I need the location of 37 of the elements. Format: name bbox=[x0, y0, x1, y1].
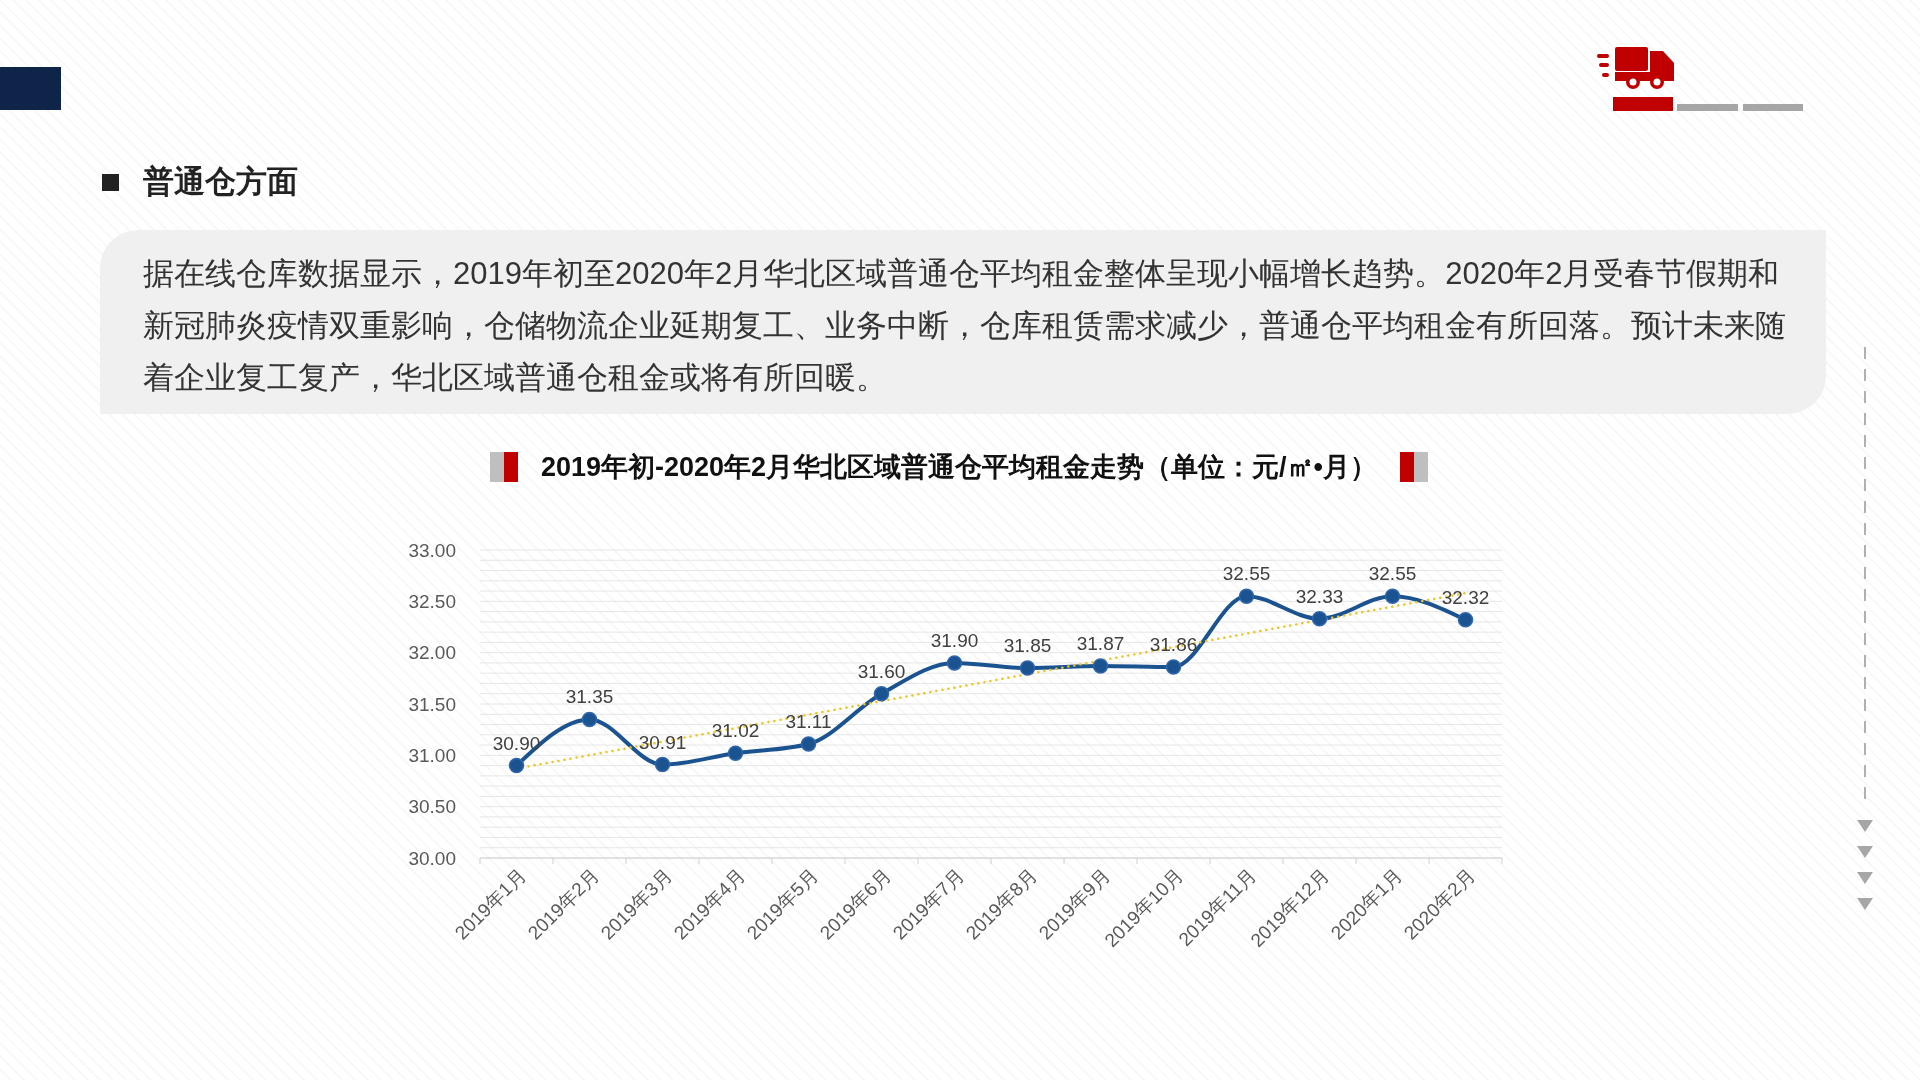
data-label: 31.90 bbox=[930, 629, 979, 651]
y-tick-label: 32.00 bbox=[408, 642, 456, 664]
point bbox=[1238, 588, 1255, 604]
data-label: 31.87 bbox=[1076, 633, 1125, 655]
point bbox=[800, 736, 817, 752]
data-label: 32.55 bbox=[1222, 563, 1271, 585]
point bbox=[727, 745, 744, 762]
point bbox=[1384, 588, 1401, 604]
y-tick-label: 30.50 bbox=[408, 796, 456, 818]
point bbox=[654, 756, 671, 773]
data-label: 32.32 bbox=[1441, 586, 1490, 608]
point bbox=[1311, 611, 1328, 627]
data-label: 32.33 bbox=[1295, 585, 1344, 607]
point bbox=[1457, 612, 1474, 628]
point bbox=[508, 757, 525, 774]
y-tick-label: 30.00 bbox=[408, 847, 456, 869]
data-label: 31.60 bbox=[857, 660, 906, 682]
y-tick-label: 31.00 bbox=[408, 745, 456, 767]
point bbox=[581, 711, 598, 728]
point bbox=[1019, 660, 1036, 676]
point bbox=[1165, 659, 1182, 675]
text-panel: 据在线仓库数据显示，2019年初至2020年2月华北区域普通仓平均租金整体呈现小幅增长趋势。2020年2月受春节假期和新冠肺炎疫情双重影响，仓储物流企业延期复工、业务中断，仓库租赁需求减少，普通仓平均租金有所回落。预计未来随着企业复工复产，华北区域普通仓租金或将有所回暖。 bbox=[100, 230, 1826, 414]
text: 普通仓方面 bbox=[143, 163, 298, 201]
data-label: 31.35 bbox=[565, 686, 614, 708]
data-label: 31.85 bbox=[1003, 635, 1052, 657]
y-tick-label: 31.50 bbox=[408, 693, 456, 715]
point bbox=[946, 655, 963, 671]
data-label: 31.11 bbox=[785, 711, 832, 733]
chart-title: 2019年初-2020年2月华北区域普通仓平均租金走势（单位：元/㎡•月） bbox=[540, 451, 1378, 484]
data-label: 31.02 bbox=[711, 720, 760, 742]
y-tick-label: 32.50 bbox=[408, 591, 456, 613]
point bbox=[873, 685, 890, 702]
data-label: 32.55 bbox=[1368, 563, 1417, 585]
data-label: 30.90 bbox=[492, 732, 541, 754]
point bbox=[1092, 658, 1109, 674]
y-tick-label: 33.00 bbox=[408, 539, 456, 561]
data-label: 31.86 bbox=[1149, 634, 1198, 656]
